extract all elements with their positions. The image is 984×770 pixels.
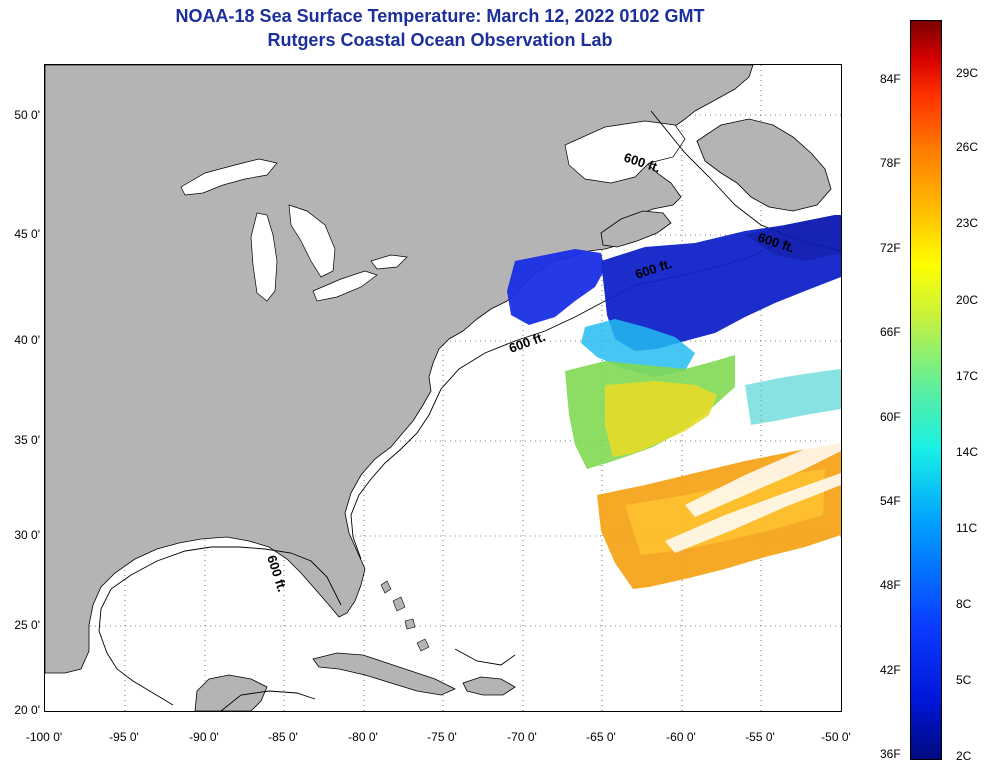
bahamas-islands (380, 580, 430, 652)
colorbar-f-36: 36F (880, 747, 901, 761)
colorbar-c-26: 26C (956, 140, 979, 154)
sst-warm-core (625, 469, 825, 555)
north-america-land (45, 65, 754, 674)
colorbar-f-66: 66F (880, 325, 901, 339)
lat-label-20: 20 0' (14, 703, 40, 717)
map-canvas: 600 ft. 600 ft. 600 ft. 600 ft. 600 ft. (45, 65, 841, 711)
map-title: NOAA-18 Sea Surface Temperature: March 1… (175, 6, 705, 26)
colorbar-f-54: 54F (880, 494, 901, 508)
lon-label-100: -100 0' (25, 730, 63, 744)
sst-gulf-stream-yellow (605, 381, 717, 457)
lon-label-80: -80 0' (348, 730, 378, 744)
hispaniola-land (462, 676, 516, 696)
lon-label-95: -95 0' (109, 730, 139, 744)
lon-label-55: -55 0' (745, 730, 775, 744)
colorbar-c-14: 14C (956, 445, 979, 459)
lake-superior (180, 158, 278, 196)
lake-huron (288, 204, 336, 278)
sst-shelf-slope-cyan (581, 319, 695, 377)
lon-label-85: -85 0' (268, 730, 298, 744)
newfoundland-land (696, 118, 832, 212)
lon-label-50: -50 0' (821, 730, 851, 744)
gulf-st-lawrence (564, 120, 686, 184)
lon-label-75: -75 0' (427, 730, 457, 744)
colorbar-f-42: 42F (880, 663, 901, 677)
lat-label-40: 40 0' (14, 333, 40, 347)
lon-label-90: -90 0' (189, 730, 219, 744)
temperature-colorbar (910, 20, 942, 760)
sst-data-overlay (507, 215, 841, 589)
lat-label-35: 35 0' (14, 433, 40, 447)
sst-cold-newfoundland (745, 215, 841, 261)
colorbar-f-72: 72F (880, 241, 901, 255)
colorbar-f-60: 60F (880, 410, 901, 424)
contour-label-florida: 600 ft. (264, 553, 290, 593)
colorbar-c-2: 2C (956, 749, 972, 763)
sst-cloud-gaps (665, 435, 841, 553)
colorbar-c-5: 5C (956, 673, 972, 687)
map-subtitle: Rutgers Coastal Ocean Observation Lab (267, 30, 613, 50)
colorbar-c-8: 8C (956, 597, 972, 611)
isobath-600ft-caribbean (220, 648, 516, 711)
colorbar-c-20: 20C (956, 293, 979, 307)
sst-scattered-east (745, 369, 841, 425)
lat-label-50: 50 0' (14, 108, 40, 122)
colorbar-c-11: 11C (956, 521, 978, 535)
lake-michigan (250, 212, 278, 302)
sst-cold-gulf-of-maine (507, 249, 605, 325)
lake-erie (312, 270, 378, 302)
isobath-600ft-gulf (98, 546, 342, 706)
lon-label-70: -70 0' (507, 730, 537, 744)
nova-scotia-land (600, 210, 672, 248)
lat-label-45: 45 0' (14, 227, 40, 241)
lat-label-25: 25 0' (14, 618, 40, 632)
colorbar-c-17: 17C (956, 369, 979, 383)
sst-map[interactable]: 600 ft. 600 ft. 600 ft. 600 ft. 600 ft. (44, 64, 842, 712)
colorbar-c-23: 23C (956, 216, 979, 230)
colorbar-f-78: 78F (880, 156, 901, 170)
contour-label-shelf-west: 600 ft. (507, 329, 547, 356)
lon-label-65: -65 0' (586, 730, 616, 744)
lake-ontario (370, 254, 408, 270)
cuba-land (312, 652, 456, 696)
lon-label-60: -60 0' (666, 730, 696, 744)
yucatan-land (194, 674, 268, 711)
colorbar-c-29: 29C (956, 66, 979, 80)
lat-label-30: 30 0' (14, 528, 40, 542)
colorbar-f-84: 84F (880, 72, 901, 86)
colorbar-f-48: 48F (880, 578, 901, 592)
